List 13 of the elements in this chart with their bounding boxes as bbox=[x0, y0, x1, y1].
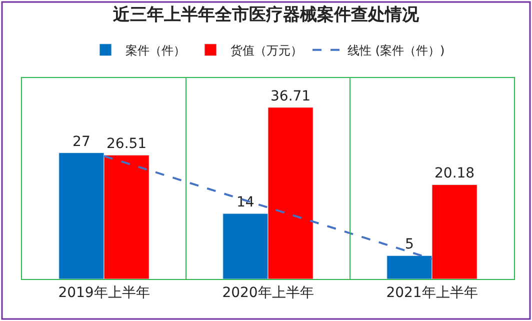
data-label: 36.71 bbox=[270, 88, 311, 104]
data-label: 26.51 bbox=[106, 136, 147, 152]
x-tick-label: 2021年上半年 bbox=[386, 284, 478, 301]
data-label: 27 bbox=[72, 134, 90, 150]
data-label: 20.18 bbox=[434, 166, 475, 182]
data-label: 14 bbox=[236, 194, 254, 211]
legend-label: 案件（件） bbox=[126, 44, 186, 58]
legend-label: 货值（万元） bbox=[230, 44, 302, 58]
x-tick-label: 2020年上半年 bbox=[222, 284, 314, 301]
x-tick-label: 2019年上半年 bbox=[58, 284, 150, 301]
data-label: 5 bbox=[404, 236, 414, 253]
legend-label: 线性 (案件（件）) bbox=[348, 44, 445, 58]
chart-title: 近三年上半年全市医疗器械案件查处情况 bbox=[112, 4, 420, 25]
